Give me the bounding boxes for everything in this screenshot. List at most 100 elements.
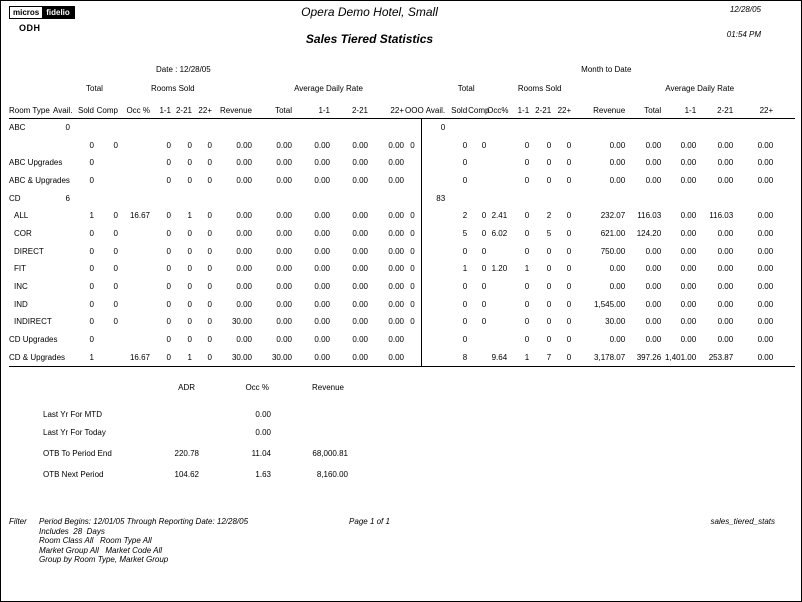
- cell: [119, 260, 151, 278]
- cell: 0: [113, 282, 118, 292]
- cell: [119, 154, 151, 172]
- spacer-cell: [774, 348, 796, 367]
- cell: 0: [524, 211, 530, 221]
- cell: 30.00: [605, 317, 626, 327]
- cell: 0.00: [645, 264, 662, 274]
- summary-row-label: Last Yr For Today: [43, 428, 106, 437]
- cell: [172, 189, 193, 207]
- cell: 0.00: [236, 264, 252, 274]
- cell: 0.00: [680, 228, 697, 238]
- cell: 1,401.00: [662, 348, 698, 367]
- cell: 0.00: [236, 211, 252, 221]
- cell: 1: [187, 211, 192, 221]
- cell: 0.00: [352, 335, 368, 345]
- cell: 0: [462, 335, 468, 345]
- cell: 0: [405, 242, 422, 260]
- cell: 0: [207, 175, 212, 185]
- cell: 30.00: [253, 348, 293, 367]
- cell: [530, 189, 552, 207]
- cell: 0.00: [717, 246, 734, 256]
- cell: 0: [207, 264, 212, 274]
- cell: 0: [481, 317, 487, 327]
- cell: 0: [166, 246, 171, 256]
- cell: 0: [546, 335, 552, 345]
- summary-adr-value: [133, 419, 199, 437]
- statistics-table: Date : 12/28/05 Month to Date Total Room…: [9, 61, 796, 367]
- col-header: Comp: [468, 95, 490, 119]
- cell: 0.00: [680, 140, 697, 150]
- cell: 0: [207, 140, 212, 150]
- cell: [369, 119, 405, 137]
- cell: 5: [462, 228, 468, 238]
- cell: 0.00: [645, 282, 662, 292]
- cell: [487, 242, 508, 260]
- cell: [119, 278, 151, 296]
- cell: 8: [446, 348, 469, 367]
- cell: 0: [89, 282, 94, 292]
- cell: 0: [481, 264, 487, 274]
- table-row: DIRECT 0 0 0 0 0 0.00 0.00 0.00 0.00 0.00 0 0 0 0 0 0 750…: [9, 242, 795, 260]
- cell: 0.00: [276, 140, 292, 150]
- column-header-row: Room Type Avail. Sold Comp Occ % 1-1 2-2…: [9, 95, 796, 119]
- cell: [193, 189, 213, 207]
- cell: 0: [405, 206, 422, 225]
- cell: 0.00: [314, 299, 330, 309]
- cell: [468, 172, 487, 190]
- cell: [119, 189, 151, 207]
- cell: [253, 119, 293, 137]
- col-header: 2-21: [331, 95, 369, 119]
- cell: 0.00: [352, 299, 368, 309]
- cell: [71, 189, 95, 207]
- cell: 0.00: [757, 299, 774, 309]
- cell: 0: [481, 140, 487, 150]
- cell: 16.67: [119, 348, 151, 367]
- summary-row: Last Yr For Today 0.00: [43, 419, 348, 437]
- cell: 0: [207, 158, 212, 168]
- cell: 0.00: [680, 282, 697, 292]
- cell: 0.00: [717, 299, 734, 309]
- cell: 0: [481, 246, 487, 256]
- cell: 0.00: [352, 246, 368, 256]
- cell: 30.00: [213, 348, 253, 367]
- cell: 0: [113, 140, 118, 150]
- spacer-cell: [774, 172, 795, 190]
- row-label: CD: [9, 193, 21, 203]
- cell: [95, 119, 119, 137]
- cell: [468, 348, 488, 367]
- cell: [421, 225, 446, 243]
- cell: [487, 295, 508, 313]
- cell: 1: [172, 348, 193, 367]
- col-header: 2-21: [697, 95, 735, 119]
- cell: [487, 136, 508, 154]
- cell: 0: [166, 158, 171, 168]
- col-header: Total: [626, 95, 663, 119]
- cell: 0.00: [680, 175, 697, 185]
- cell: [405, 348, 422, 367]
- cell: 0: [462, 158, 468, 168]
- group-header-row: Total Rooms Sold Average Daily Rate Tota…: [9, 77, 795, 95]
- filter-line: Group by Room Type, Market Group: [39, 555, 169, 565]
- cell: 0.00: [388, 317, 404, 327]
- summary-table: ADR Occ % Revenue Last Yr For MTD 0.00 Las…: [43, 383, 348, 479]
- cell: 0.00: [276, 228, 292, 238]
- cell: [468, 189, 487, 207]
- col-header: Comp: [95, 95, 119, 119]
- col-header: 1-1: [151, 95, 172, 119]
- cell: 0.00: [680, 264, 697, 274]
- cell: [530, 119, 552, 137]
- spacer-cell: [774, 242, 795, 260]
- table-row: IND 0 0 0 0 0 0.00 0.00 0.00 0.00 0.00 0 0 0 0 0 0 1,545.…: [9, 295, 795, 314]
- cell: 116.03: [709, 211, 734, 221]
- col-header: Revenue: [572, 95, 627, 119]
- table-row: 0 0 0 0 0 0.00 0.00 0.00 0.00 0.00 0 0 0 0 0 0 0.00 0.00 0…: [9, 136, 795, 154]
- cell: [662, 189, 697, 207]
- filter-line: Room Class All Room Type All: [39, 536, 152, 546]
- cell: 0: [462, 317, 468, 327]
- col-header: 1-1: [662, 95, 698, 119]
- cell: 0.00: [236, 140, 252, 150]
- cell: 0.00: [236, 228, 252, 238]
- cell: 0.00: [352, 282, 368, 292]
- cell: 0: [89, 335, 94, 345]
- cell: 0.00: [314, 317, 330, 327]
